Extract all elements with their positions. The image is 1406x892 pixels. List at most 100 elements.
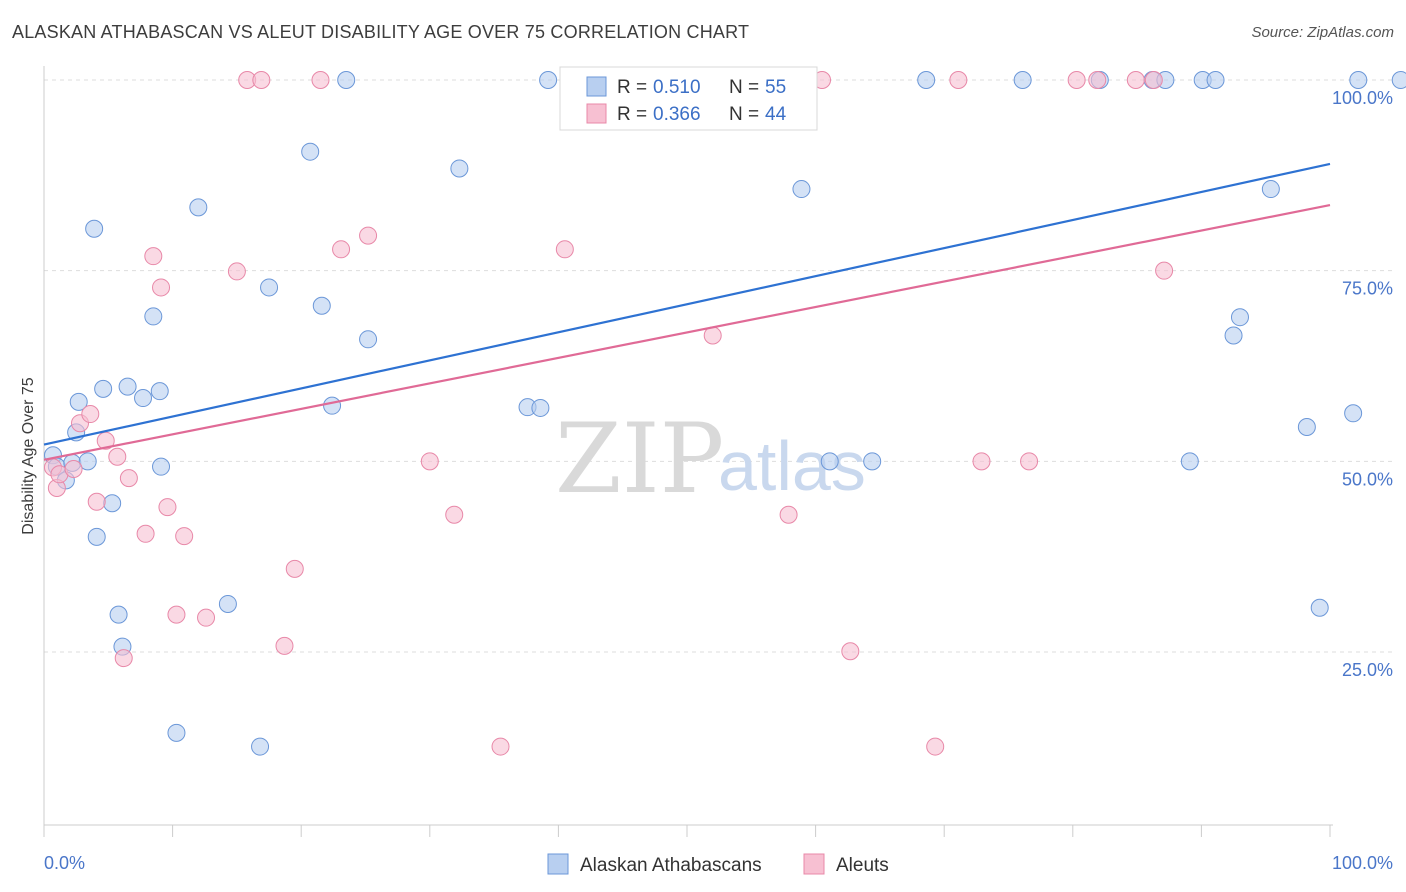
chart-source: Source: ZipAtlas.com: [1251, 24, 1394, 41]
data-point: [109, 605, 128, 624]
data-point: [144, 247, 163, 266]
data-point: [64, 459, 83, 478]
data-point: [1349, 71, 1368, 89]
data-point: [311, 71, 330, 89]
data-point: [1088, 71, 1107, 89]
data-point: [167, 605, 186, 624]
data-point: [491, 737, 510, 756]
y-axis-label: Disability Age Over 75: [20, 377, 37, 535]
watermark-atlas: atlas: [718, 427, 866, 505]
data-point: [285, 559, 304, 578]
data-point: [114, 649, 133, 668]
data-point: [323, 396, 342, 415]
legend-r-label-1: R =: [617, 77, 647, 98]
legend-n-label-1: N =: [729, 77, 759, 98]
watermark-zip: ZIP: [555, 403, 724, 515]
data-point: [926, 737, 945, 756]
data-point: [332, 240, 351, 259]
grid-lines: [44, 79, 1393, 653]
data-point: [167, 723, 186, 742]
data-point: [85, 219, 104, 238]
data-point: [227, 262, 246, 281]
legend-n-value-2: 44: [765, 104, 787, 125]
data-point: [1224, 326, 1243, 345]
data-point: [420, 452, 439, 471]
data-point: [359, 226, 378, 245]
data-point: [1261, 180, 1280, 199]
data-point: [81, 405, 100, 424]
data-point: [301, 142, 320, 161]
data-point: [779, 505, 798, 524]
data-point: [218, 594, 237, 613]
data-point: [312, 296, 331, 315]
x-tick-label: 0.0%: [44, 853, 85, 873]
data-point: [260, 278, 279, 297]
y-tick-label: 50.0%: [1342, 469, 1393, 489]
data-point: [1297, 418, 1316, 437]
data-point: [863, 452, 882, 471]
data-point: [359, 330, 378, 349]
legend-swatch-aleuts: [586, 103, 607, 124]
data-point: [152, 457, 171, 476]
data-point: [1013, 71, 1032, 89]
y-tick-label: 25.0%: [1342, 660, 1393, 680]
data-point: [144, 307, 163, 326]
legend-n-label-2: N =: [729, 104, 759, 125]
data-point: [1155, 261, 1174, 280]
y-tick-label: 75.0%: [1342, 279, 1393, 299]
data-point: [150, 382, 169, 401]
legend-r-value-2: 0.366: [653, 104, 701, 125]
data-point: [103, 494, 122, 513]
data-point: [152, 278, 171, 297]
trend-line: [43, 203, 1331, 461]
data-point: [531, 398, 550, 417]
data-point: [841, 642, 860, 661]
data-point: [251, 737, 270, 756]
data-point: [134, 389, 153, 408]
data-point: [539, 71, 558, 89]
data-point: [87, 527, 106, 546]
data-point: [555, 240, 574, 259]
data-point: [820, 452, 839, 471]
data-point: [1180, 452, 1199, 471]
x-tick-label: 100.0%: [1332, 853, 1393, 873]
bottom-legend: Alaskan Athabascans Aleuts: [547, 853, 889, 876]
data-point: [69, 392, 88, 411]
data-point: [78, 452, 97, 471]
trend-line: [43, 162, 1331, 446]
data-point: [1310, 598, 1329, 617]
data-point: [189, 198, 208, 217]
legend-r-label-2: R =: [617, 104, 647, 125]
series-alaskan-athabascans: [44, 71, 1406, 756]
axes: [43, 66, 1333, 837]
bottom-legend-label-athabascans: Alaskan Athabascans: [580, 855, 762, 876]
data-point: [96, 431, 115, 450]
data-point: [87, 492, 106, 511]
data-point: [175, 527, 194, 546]
data-point: [252, 71, 271, 89]
chart-title: ALASKAN ATHABASCAN VS ALEUT DISABILITY A…: [12, 22, 750, 42]
data-point: [1144, 71, 1163, 89]
bottom-legend-swatch-athabascans: [547, 853, 569, 875]
data-point: [275, 636, 294, 655]
y-tick-label: 100.0%: [1332, 88, 1393, 108]
legend-n-value-1: 55: [765, 77, 786, 98]
data-point: [1126, 71, 1145, 89]
data-point: [158, 498, 177, 517]
data-point: [792, 180, 811, 199]
data-point: [108, 447, 127, 466]
trend-lines: [43, 162, 1331, 461]
data-point: [136, 524, 155, 543]
data-point: [972, 452, 991, 471]
data-point: [1230, 308, 1249, 327]
legend-swatch-athabascans: [586, 76, 607, 97]
data-point: [1067, 71, 1086, 89]
series-aleuts: [44, 71, 1174, 756]
data-point: [445, 505, 464, 524]
data-point: [450, 159, 469, 178]
data-point: [118, 377, 137, 396]
data-point: [1344, 404, 1363, 423]
data-point: [119, 469, 138, 488]
bottom-legend-label-aleuts: Aleuts: [836, 855, 889, 876]
